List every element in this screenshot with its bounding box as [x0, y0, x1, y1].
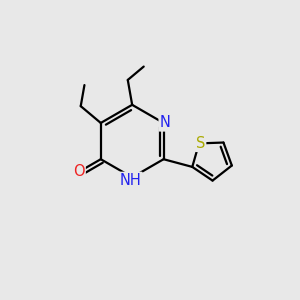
Text: NH: NH [120, 173, 142, 188]
Text: S: S [196, 136, 205, 151]
Text: O: O [73, 164, 85, 179]
Text: N: N [160, 116, 170, 130]
